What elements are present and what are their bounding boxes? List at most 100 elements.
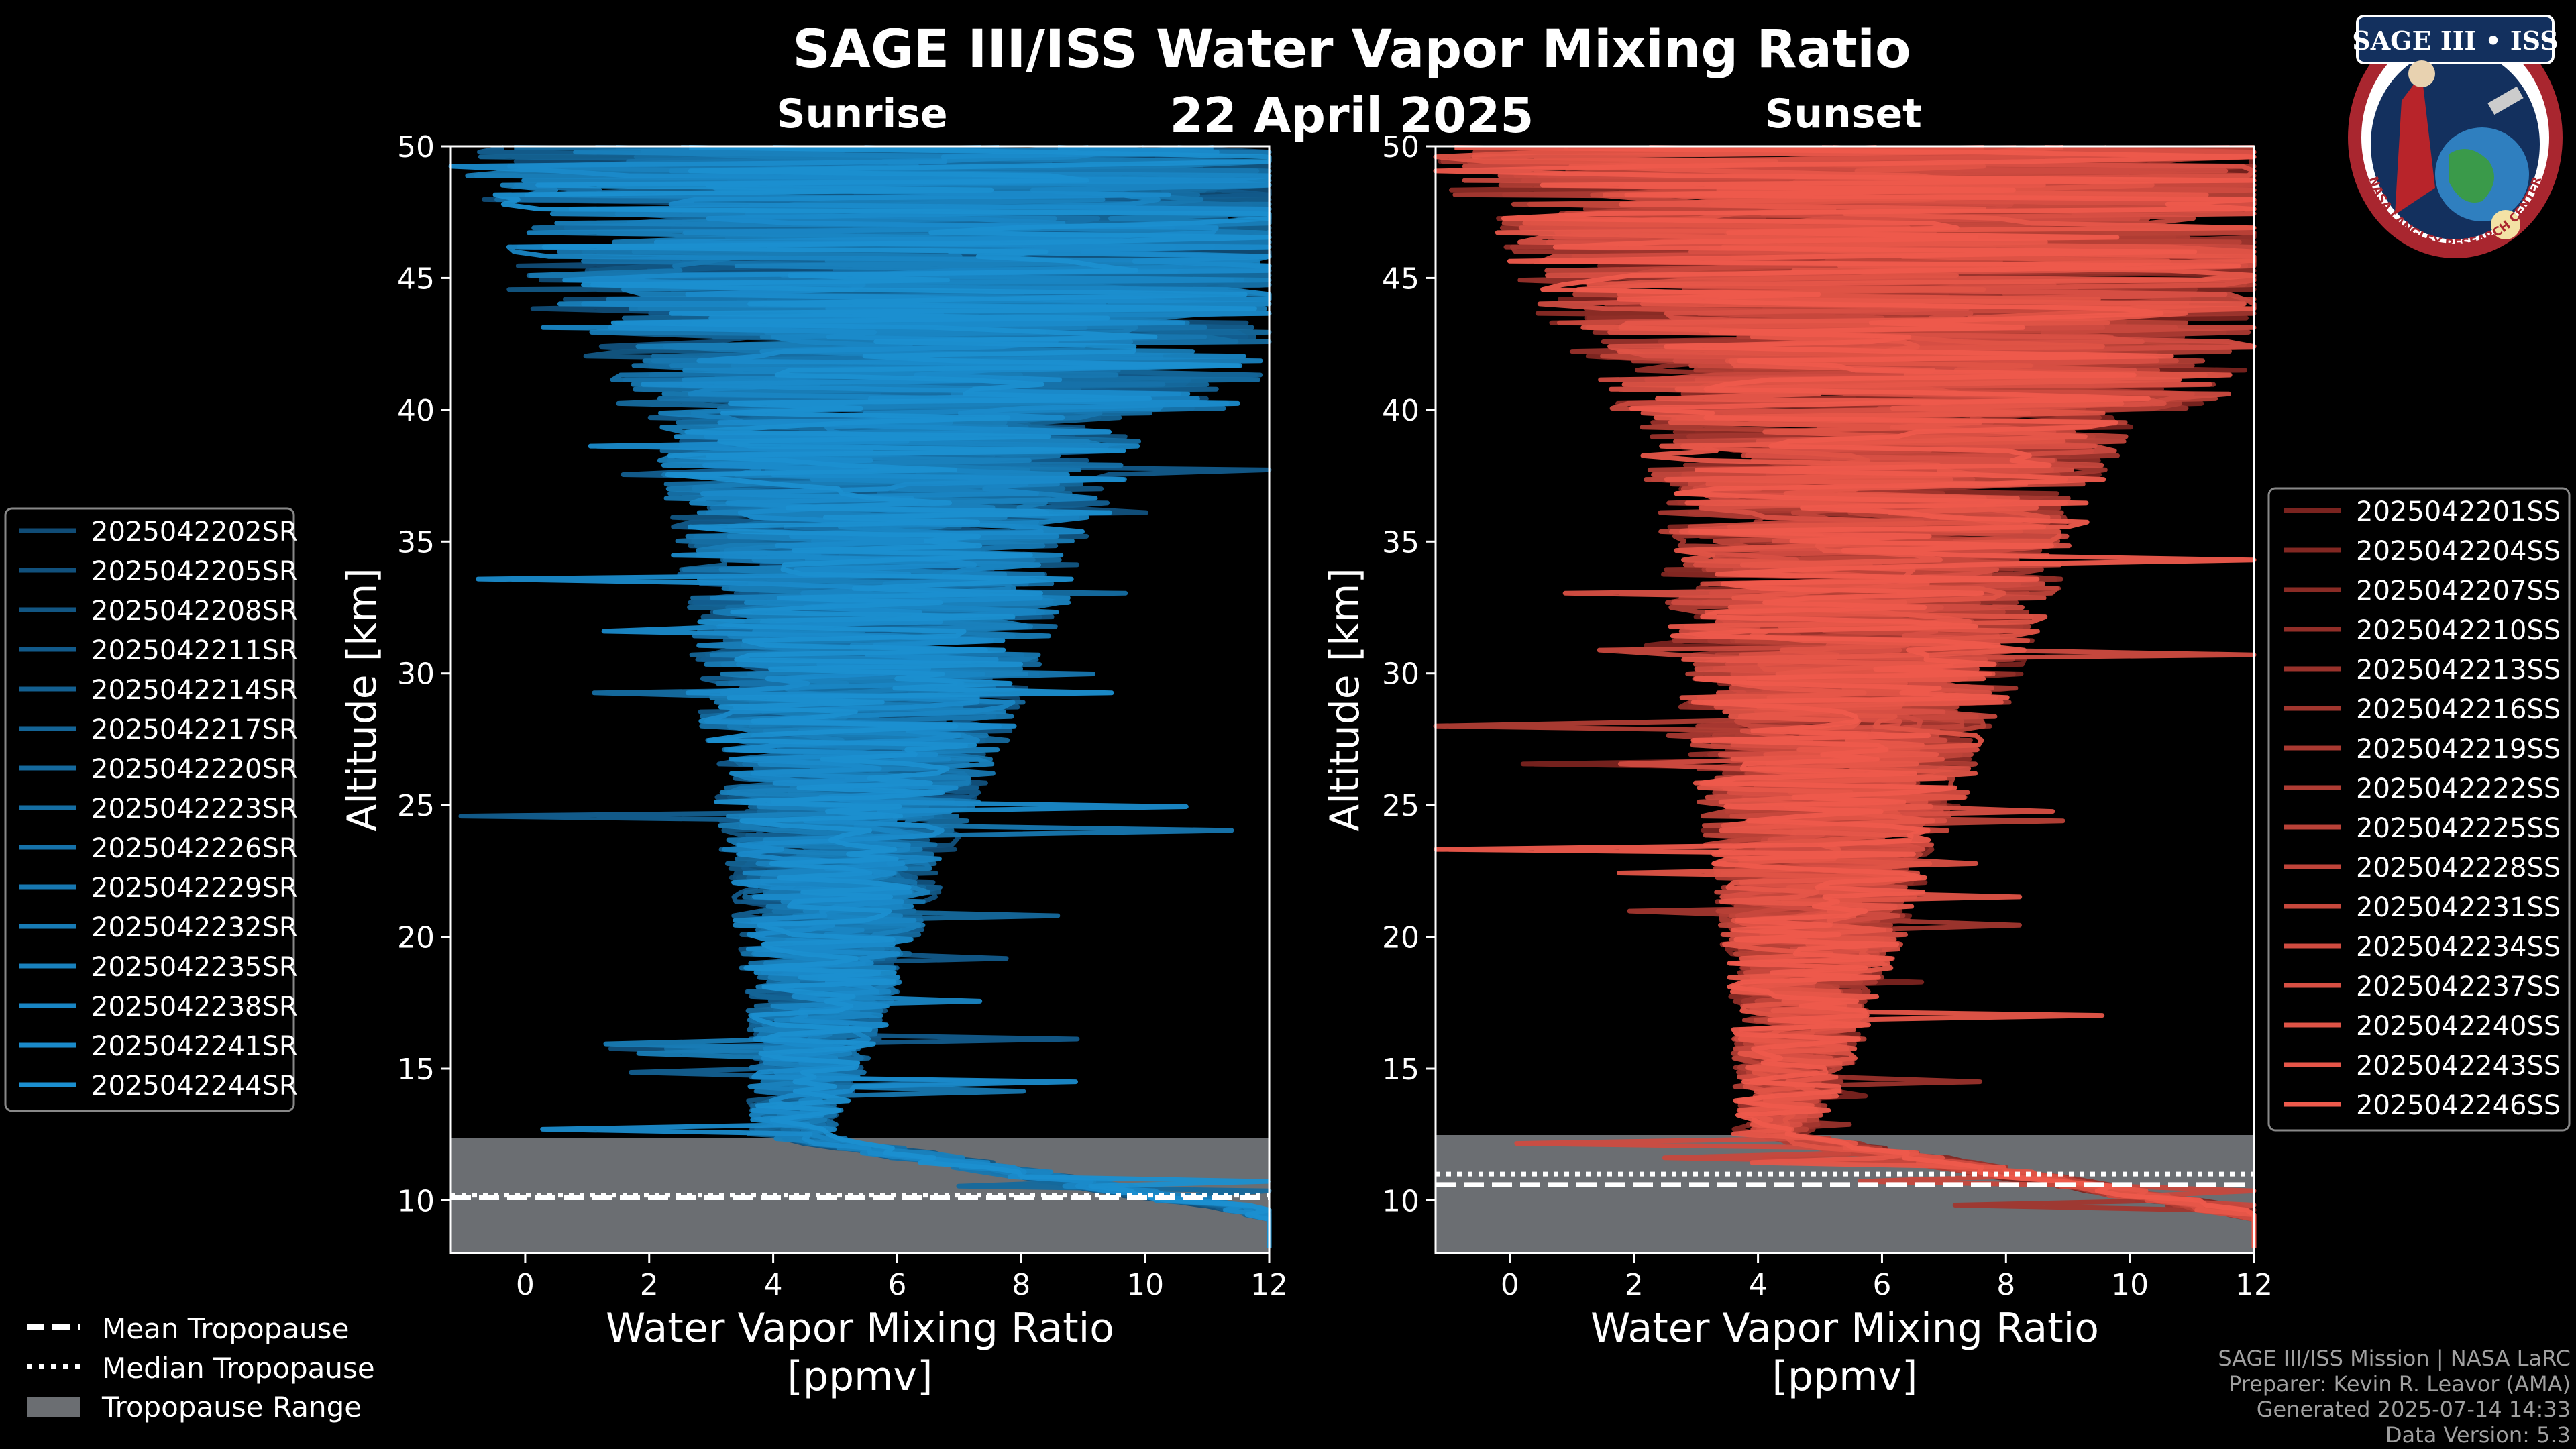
y-tick-label: 50 bbox=[397, 130, 435, 164]
x-tick-label: 10 bbox=[2111, 1268, 2149, 1302]
legend-label: 2025042207SS bbox=[2356, 576, 2561, 606]
sunrise-x-label-units: [ppmv] bbox=[788, 1353, 933, 1400]
legend-label: 2025042246SS bbox=[2356, 1090, 2561, 1121]
legend-label: 2025042211SR bbox=[91, 635, 298, 666]
y-tick-label: 20 bbox=[1382, 921, 1419, 955]
x-tick-label: 6 bbox=[1872, 1268, 1891, 1302]
legend-label: 2025042210SS bbox=[2356, 615, 2561, 646]
legend-label: 2025042220SR bbox=[91, 754, 298, 785]
y-tick-label: 15 bbox=[397, 1053, 435, 1087]
sunrise-x-ticks: 0 2 4 6 8 10 12 bbox=[516, 1253, 1288, 1302]
sunset-axes-frame bbox=[1434, 145, 2255, 1254]
y-tick-label: 15 bbox=[1382, 1053, 1419, 1087]
y-tick-label: 45 bbox=[1382, 262, 1419, 296]
sunset-series-lines bbox=[1433, 145, 2257, 1248]
figure-title: SAGE III/ISS Water Vapor Mixing Ratio bbox=[792, 19, 1911, 80]
mean-tropopause-label: Mean Tropopause bbox=[102, 1312, 349, 1345]
y-tick-label: 40 bbox=[397, 394, 435, 428]
logo-continent bbox=[2449, 149, 2494, 203]
profile-line-2025042246SS bbox=[1433, 145, 2257, 1248]
y-tick-label: 10 bbox=[397, 1184, 435, 1218]
x-tick-label: 4 bbox=[764, 1268, 783, 1302]
x-tick-label: 2 bbox=[640, 1268, 659, 1302]
x-tick-label: 0 bbox=[1501, 1268, 1519, 1302]
sunset-x-ticks: 0 2 4 6 8 10 12 bbox=[1501, 1253, 2273, 1302]
y-tick-label: 35 bbox=[397, 525, 435, 559]
legend-label: 2025042228SS bbox=[2356, 853, 2561, 883]
sunset-y-ticks: 10 15 20 25 30 35 40 45 50 bbox=[1382, 130, 1436, 1218]
sage-iii-iss-logo: SAGE III • ISS NASA LANGLEY RESEARCH CEN… bbox=[2348, 15, 2563, 258]
x-tick-label: 12 bbox=[2235, 1268, 2273, 1302]
y-tick-label: 30 bbox=[1382, 657, 1419, 692]
sunrise-legend-box bbox=[4, 507, 295, 1112]
legend-label: 2025042238SR bbox=[91, 991, 298, 1022]
legend-label: 2025042243SS bbox=[2356, 1051, 2561, 1081]
median-tropopause-label: Median Tropopause bbox=[102, 1352, 375, 1385]
sunrise-y-label: Altitude [km] bbox=[339, 568, 386, 832]
sunset-title: Sunset bbox=[1765, 91, 1922, 138]
legend-label: 2025042202SR bbox=[91, 517, 298, 547]
sunset-legend-box bbox=[2267, 487, 2571, 1132]
tropopause-range-label: Tropopause Range bbox=[101, 1391, 362, 1424]
footer-generated: Generated 2025-07-14 14:33 bbox=[2257, 1397, 2571, 1422]
legend-label: 2025042237SS bbox=[2356, 971, 2561, 1002]
sunset-panel: Sunset 0 2 4 6 8 10 12 10 15 20 25 30 35 40 45 50 Wate… bbox=[1322, 91, 2273, 1400]
legend-label: 2025042241SR bbox=[91, 1031, 298, 1062]
x-tick-label: 0 bbox=[516, 1268, 535, 1302]
legend-label: 2025042234SS bbox=[2356, 932, 2561, 963]
legend-label: 2025042222SS bbox=[2356, 773, 2561, 804]
logo-figure-robe bbox=[2395, 74, 2435, 215]
legend-label: 2025042232SR bbox=[91, 912, 298, 943]
legend-label: 2025042225SS bbox=[2356, 813, 2561, 844]
sunrise-x-label: Water Vapor Mixing Ratio bbox=[606, 1305, 1114, 1352]
legend-label: 2025042205SR bbox=[91, 556, 298, 587]
y-tick-label: 35 bbox=[1382, 525, 1419, 559]
x-tick-label: 4 bbox=[1749, 1268, 1768, 1302]
x-tick-label: 8 bbox=[1996, 1268, 2015, 1302]
legend-label: 2025042231SS bbox=[2356, 892, 2561, 923]
legend-label: 2025042213SS bbox=[2356, 655, 2561, 686]
sunset-x-label-units: [ppmv] bbox=[1772, 1353, 1918, 1400]
legend-label: 2025042223SR bbox=[91, 794, 298, 824]
logo-banner-text: SAGE III • ISS bbox=[2352, 25, 2558, 56]
figure-date: 22 April 2025 bbox=[1170, 87, 1534, 144]
sunset-y-label: Altitude [km] bbox=[1322, 568, 1368, 832]
x-tick-label: 10 bbox=[1126, 1268, 1164, 1302]
sunrise-title: Sunrise bbox=[776, 91, 947, 138]
legend-label: 2025042219SS bbox=[2356, 734, 2561, 765]
sunset-x-label: Water Vapor Mixing Ratio bbox=[1591, 1305, 2099, 1352]
legend-label: 2025042217SR bbox=[91, 714, 298, 745]
footer-credits: SAGE III/ISS Mission | NASA LaRC Prepare… bbox=[2218, 1346, 2571, 1448]
legend-label: 2025042235SR bbox=[91, 952, 298, 983]
y-tick-label: 25 bbox=[1382, 789, 1419, 823]
legend-label: 2025042204SS bbox=[2356, 536, 2561, 567]
legend-label: 2025042214SR bbox=[91, 675, 298, 706]
sunrise-series-lines bbox=[448, 145, 1272, 1248]
y-tick-label: 40 bbox=[1382, 394, 1419, 428]
y-tick-label: 30 bbox=[397, 657, 435, 692]
legend-label: 2025042240SS bbox=[2356, 1011, 2561, 1042]
footer-preparer: Preparer: Kevin R. Leavor (AMA) bbox=[2229, 1371, 2571, 1397]
legend-label: 2025042201SS bbox=[2356, 496, 2561, 527]
sunrise-y-ticks: 10 15 20 25 30 35 40 45 50 bbox=[397, 130, 451, 1218]
sunrise-panel: Sunrise 0 2 4 6 8 10 12 10 15 20 25 30 35 40 45 50 Wat… bbox=[339, 91, 1288, 1400]
legend-label: 2025042216SS bbox=[2356, 694, 2561, 725]
legend-label: 2025042229SR bbox=[91, 873, 298, 904]
legend-label: 2025042208SR bbox=[91, 596, 298, 627]
sunrise-axes-frame bbox=[449, 145, 1271, 1254]
logo-iss-station bbox=[2487, 86, 2524, 115]
x-tick-label: 12 bbox=[1250, 1268, 1288, 1302]
profile-line-2025042244SR bbox=[492, 145, 1272, 1248]
sunset-legend: 2025042201SS 2025042204SS 2025042207SS 2025… bbox=[2267, 487, 2571, 1132]
footer-data-version: Data Version: 5.3 bbox=[2385, 1422, 2571, 1448]
y-tick-label: 20 bbox=[397, 921, 435, 955]
x-tick-label: 8 bbox=[1012, 1268, 1030, 1302]
x-tick-label: 6 bbox=[888, 1268, 906, 1302]
x-tick-label: 2 bbox=[1625, 1268, 1644, 1302]
tropopause-range-swatch bbox=[27, 1397, 80, 1417]
y-tick-label: 25 bbox=[397, 789, 435, 823]
legend-label: 2025042244SR bbox=[91, 1071, 298, 1102]
sunrise-legend: 2025042202SR 2025042205SR 2025042208SR 2025… bbox=[4, 507, 298, 1112]
legend-label: 2025042226SR bbox=[91, 833, 298, 864]
